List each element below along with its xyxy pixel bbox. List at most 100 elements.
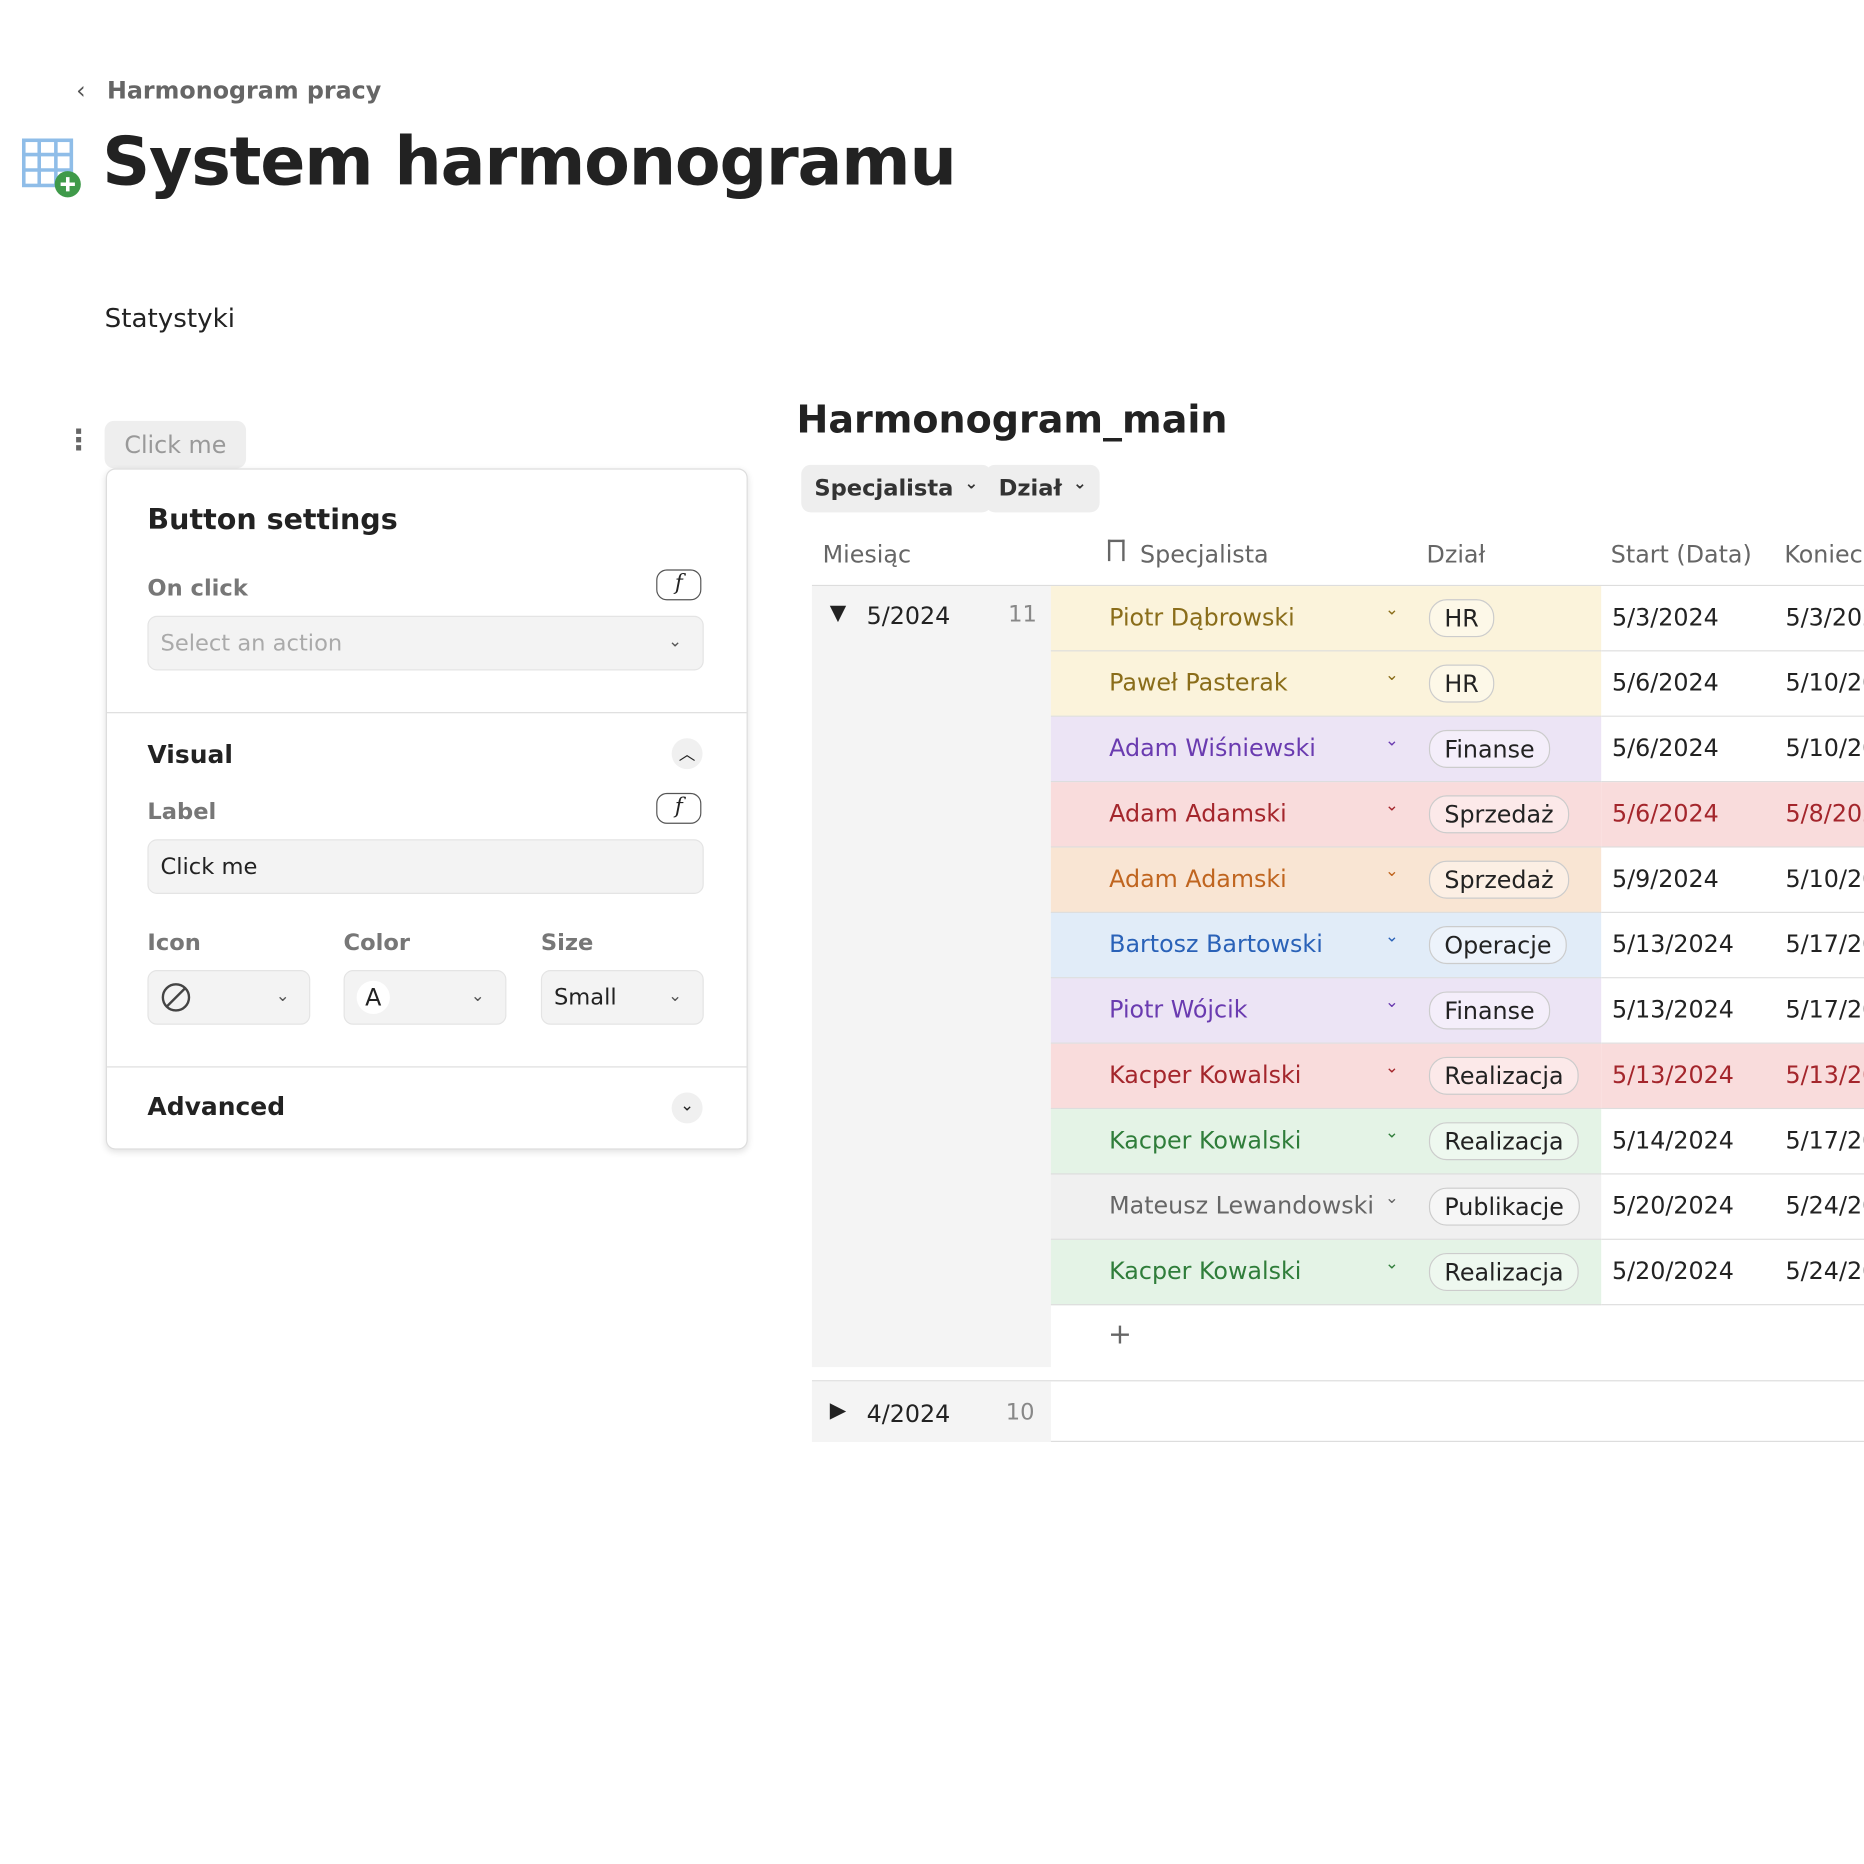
panel-title: Button settings bbox=[147, 502, 398, 537]
row-cell bbox=[1601, 847, 1864, 913]
chevron: ⌄ bbox=[1384, 1058, 1399, 1078]
end-date: 5/17/20 bbox=[1785, 1125, 1864, 1155]
chevron: ⌄ bbox=[1384, 796, 1399, 816]
specialist-name[interactable]: Kacper Kowalski bbox=[1109, 1060, 1302, 1089]
end-date: 5/24/20 bbox=[1785, 1256, 1864, 1286]
specialist-name[interactable]: Adam Adamski bbox=[1109, 864, 1287, 893]
button-preview[interactable]: Click me bbox=[104, 420, 247, 469]
group-column bbox=[811, 1381, 1051, 1442]
advanced-heading: Advanced bbox=[147, 1092, 286, 1122]
specialist-name[interactable]: Kacper Kowalski bbox=[1109, 1256, 1302, 1286]
end-date: 5/24/20 bbox=[1785, 1191, 1864, 1220]
row-cell bbox=[1050, 586, 1602, 652]
icon-label: Icon bbox=[147, 929, 201, 956]
dept-pill: Realizacja bbox=[1428, 1122, 1579, 1161]
start-date: 5/13/2024 bbox=[1611, 995, 1734, 1024]
section-heading: Statystyki bbox=[104, 304, 236, 335]
chevron: ⌄ bbox=[1384, 600, 1399, 620]
chevron: ⌄ bbox=[1384, 1123, 1399, 1143]
dept-pill: Realizacja bbox=[1428, 1252, 1579, 1292]
formula-toggle[interactable]: f bbox=[656, 792, 702, 824]
start-date: 5/20/2024 bbox=[1611, 1191, 1734, 1220]
label-value: Click me bbox=[160, 853, 258, 880]
size-select[interactable]: Small bbox=[540, 970, 704, 1025]
row-cell bbox=[1601, 1109, 1864, 1175]
icon-select[interactable] bbox=[147, 970, 311, 1025]
end-date: 5/10/20 bbox=[1785, 733, 1864, 763]
specialist-name[interactable]: Adam Adamski bbox=[1109, 798, 1287, 828]
row-cell bbox=[1601, 1239, 1864, 1306]
row-cell bbox=[1601, 978, 1864, 1044]
dept-pill: Operacje bbox=[1428, 926, 1567, 965]
column-header: Start (Data) bbox=[1610, 539, 1752, 569]
page-title: System harmonogramu bbox=[102, 123, 957, 201]
dept-pill: HR bbox=[1428, 664, 1495, 703]
label-input[interactable]: Click me bbox=[147, 839, 704, 894]
specialist-name[interactable]: Mateusz Lewandowski bbox=[1109, 1191, 1375, 1220]
specialist-name[interactable]: Adam Wiśniewski bbox=[1109, 733, 1316, 763]
group-count: 10 bbox=[1005, 1399, 1035, 1426]
start-date: 5/14/2024 bbox=[1611, 1125, 1734, 1155]
chevron: ⌄ bbox=[668, 632, 683, 652]
column-header: Miesiąc bbox=[822, 539, 912, 569]
specialist-name[interactable]: Kacper Kowalski bbox=[1109, 1125, 1302, 1155]
dept-pill: Realizacja bbox=[1428, 1056, 1579, 1095]
page-icon bbox=[21, 138, 81, 198]
row-cell bbox=[1601, 782, 1864, 848]
expand-toggle[interactable]: ⌄ bbox=[671, 1092, 703, 1124]
breadcrumb[interactable]: Harmonogram pracy bbox=[106, 76, 382, 105]
row-cell bbox=[1601, 1174, 1864, 1240]
color-value: A bbox=[356, 980, 390, 1015]
more-menu[interactable]: ⋮ bbox=[64, 423, 93, 457]
dept-pill: Finanse bbox=[1428, 729, 1551, 768]
specialist-name[interactable]: Piotr Wójcik bbox=[1109, 995, 1248, 1024]
dept-pill: Sprzedaż bbox=[1428, 860, 1570, 899]
bookmark-icon bbox=[1107, 539, 1125, 562]
color-label: Color bbox=[343, 929, 411, 956]
end-date: 5/10/20 bbox=[1785, 864, 1864, 893]
end-date: 5/13/20 bbox=[1785, 1060, 1864, 1089]
filter-chip[interactable]: Specjalista ⌄ bbox=[801, 464, 992, 513]
chevron: ⌄ bbox=[275, 986, 290, 1006]
back-arrow[interactable]: ‹ bbox=[76, 76, 86, 105]
dept-pill: Finanse bbox=[1428, 991, 1551, 1030]
row-cell bbox=[1601, 716, 1864, 783]
action-select[interactable]: Select an action bbox=[147, 615, 704, 671]
add-row[interactable]: + bbox=[1107, 1317, 1132, 1351]
end-date: 5/17/20 bbox=[1785, 995, 1864, 1024]
specialist-name[interactable]: Piotr Dąbrowski bbox=[1109, 602, 1295, 632]
column-header: Specjalista bbox=[1140, 539, 1269, 569]
chevron: ⌄ bbox=[964, 474, 979, 494]
formula-toggle[interactable]: f bbox=[656, 569, 702, 601]
no-icon bbox=[161, 983, 191, 1012]
expand-arrow[interactable]: ▶ bbox=[829, 1398, 847, 1423]
end-date: 5/3/202 bbox=[1785, 602, 1864, 632]
chevron: ⌄ bbox=[1072, 474, 1087, 494]
chevron: ⌄ bbox=[1384, 665, 1399, 685]
chevron: ⌄ bbox=[1384, 992, 1399, 1012]
label-label: Label bbox=[147, 798, 217, 826]
filter-chip[interactable]: Dział ⌄ bbox=[985, 464, 1100, 513]
row-cell bbox=[1601, 1043, 1864, 1110]
chevron: ⌄ bbox=[1384, 1254, 1399, 1274]
collapse-toggle[interactable]: ︿ bbox=[671, 738, 703, 770]
specialist-name[interactable]: Bartosz Bartowski bbox=[1109, 929, 1323, 959]
row-cell bbox=[1050, 651, 1602, 717]
group-count: 11 bbox=[1008, 601, 1037, 628]
start-date: 5/6/2024 bbox=[1611, 733, 1719, 763]
group-column bbox=[811, 586, 1051, 1368]
dept-pill: HR bbox=[1428, 599, 1495, 638]
group-label: 4/2024 bbox=[866, 1399, 951, 1428]
button-settings-panel: Button settings On click f Select an act… bbox=[105, 468, 748, 1150]
color-select[interactable]: A bbox=[343, 970, 507, 1025]
start-date: 5/13/2024 bbox=[1611, 929, 1734, 959]
start-date: 5/9/2024 bbox=[1611, 864, 1719, 893]
expand-arrow[interactable]: ▼ bbox=[829, 600, 847, 626]
chevron: ⌄ bbox=[1384, 927, 1399, 947]
header-border bbox=[811, 584, 1864, 587]
specialist-name[interactable]: Paweł Pasterak bbox=[1109, 668, 1288, 697]
row-cell bbox=[1601, 651, 1864, 717]
